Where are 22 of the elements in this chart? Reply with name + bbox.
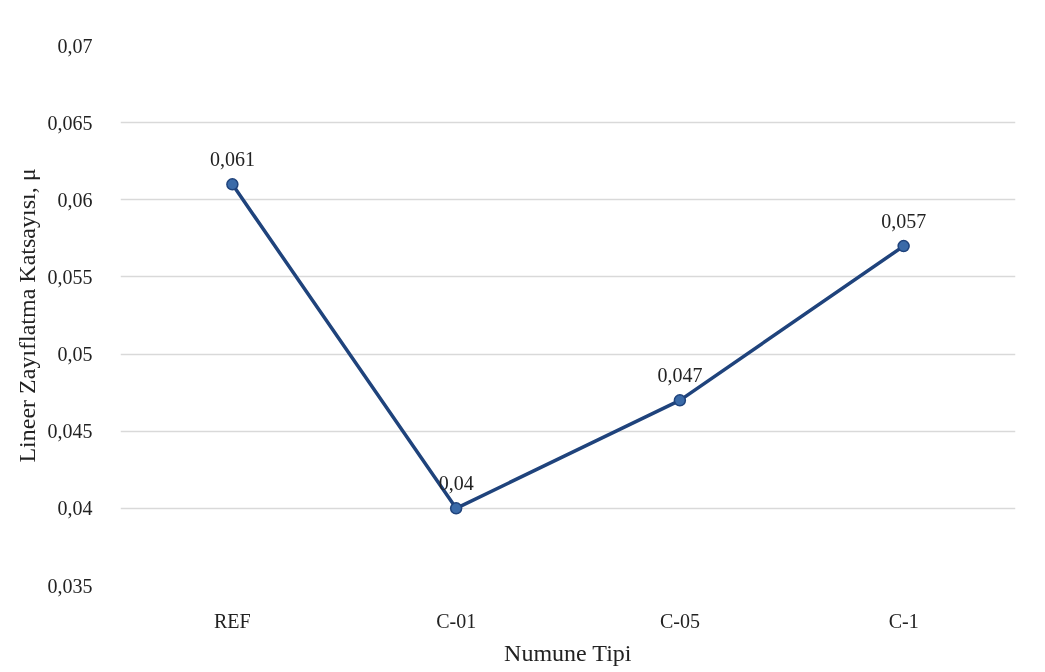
data-label: 0,057 — [881, 210, 927, 233]
y-tick-label: 0,07 — [57, 34, 93, 57]
y-tick-label: 0,05 — [57, 343, 93, 366]
y-tick-label: 0,055 — [47, 265, 93, 288]
x-axis-title: Numune Tipi — [504, 639, 632, 666]
y-axis-title: Lineer Zayıflatma Katsayısı, μ — [13, 168, 40, 463]
x-tick-label: C-1 — [888, 609, 919, 632]
point — [226, 178, 239, 191]
y-tick-label: 0,04 — [57, 497, 93, 520]
point — [673, 394, 687, 407]
y-tick-label: 0,035 — [47, 574, 93, 597]
y-tick-label: 0,065 — [47, 111, 93, 134]
point — [897, 239, 910, 253]
x-tick-label: C-01 — [436, 609, 477, 632]
x-tick-label: C-05 — [659, 609, 700, 632]
data-label: 0,04 — [438, 472, 474, 495]
data-label: 0,047 — [657, 364, 703, 387]
x-tick-label: REF — [214, 609, 251, 632]
point — [449, 502, 463, 515]
data-label: 0,061 — [209, 148, 255, 171]
y-tick-label: 0,06 — [57, 188, 93, 211]
y-tick-label: 0,045 — [47, 420, 93, 443]
